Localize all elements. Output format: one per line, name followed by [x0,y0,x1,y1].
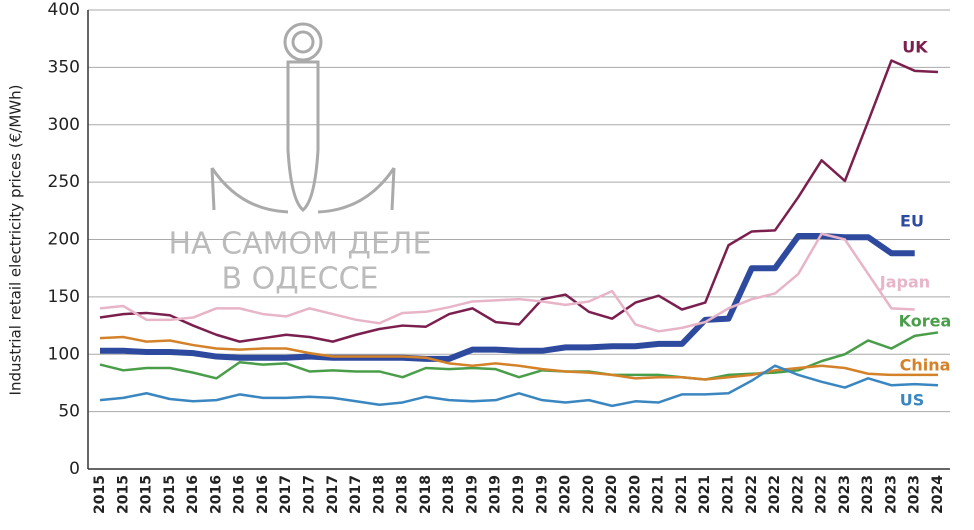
series-line [99,335,938,381]
series-line [99,364,939,408]
x-tick-label: 2021 [697,475,713,514]
x-tick-label: 2020 [604,475,620,514]
x-tick-label: 2022 [814,475,830,514]
x-tick-label: 2017 [325,475,341,514]
x-tick-label: 2019 [488,475,504,514]
x-tick-label: 2023 [837,475,853,514]
x-tick-label: 2020 [581,475,597,514]
y-tick-label: 200 [48,230,80,250]
series-label: EU [900,212,924,231]
x-tick-label: 2020 [627,475,643,514]
x-tick-label: 2019 [534,475,550,514]
watermark-text: НА САМОМ ДЕЛЕ [169,227,432,262]
x-tick-label: 2022 [767,475,783,514]
y-tick-label: 300 [48,115,80,135]
series-label: UK [902,38,928,57]
x-tick-label: 2023 [907,475,923,514]
x-tick-label: 2017 [302,475,318,514]
y-tick-label: 400 [48,0,80,20]
x-tick-label: 2022 [790,475,806,514]
x-tick-label: 2021 [674,475,690,514]
x-tick-label: 2017 [278,475,294,514]
x-tick-label: 2021 [721,475,737,514]
x-tick-label: 2018 [441,475,457,514]
y-tick-label: 0 [69,459,80,479]
x-tick-label: 2023 [883,475,899,514]
y-tick-label: 50 [58,402,80,422]
y-tick-label: 100 [48,344,80,364]
x-tick-label: 2017 [348,475,364,514]
series-label: US [900,391,925,410]
x-tick-label: 2016 [232,475,248,514]
x-tick-label: 2016 [208,475,224,514]
series-line [100,233,915,362]
series-label: China [900,356,951,375]
x-tick-label: 2024 [930,475,946,514]
x-tick-label: 2016 [255,475,271,514]
x-tick-label: 2019 [511,475,527,514]
x-tick-label: 2023 [860,475,876,514]
y-tick-label: 250 [48,172,80,192]
x-tick-label: 2015 [92,475,108,514]
x-tick-label: 2018 [371,475,387,514]
x-tick-label: 2015 [139,475,155,514]
x-tick-label: 2018 [418,475,434,514]
x-tick-label: 2018 [395,475,411,514]
x-tick-label: 2015 [162,475,178,514]
x-tick-label: 2019 [464,475,480,514]
x-tick-label: 2020 [558,475,574,514]
y-tick-label: 150 [48,287,80,307]
x-tick-label: 2022 [744,475,760,514]
x-tick-label: 2015 [115,475,131,514]
series-label: Japan [879,273,930,292]
x-tick-label: 2016 [185,475,201,514]
watermark-anchor [210,22,396,214]
series-line [99,232,915,333]
y-tick-label: 350 [48,57,80,77]
series-label: Korea [899,312,952,331]
series-line [99,59,939,343]
y-axis-label: Industrial retail electricity prices (€/… [7,85,25,396]
x-tick-label: 2021 [651,475,667,514]
series-line [99,331,939,381]
watermark-text: В ОДЕССЕ [222,262,379,297]
